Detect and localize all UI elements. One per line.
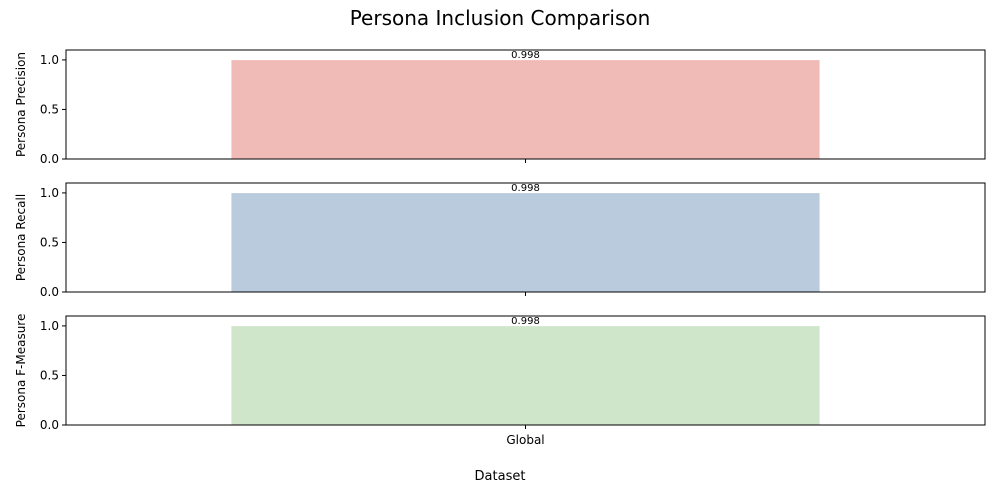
subplot-precision: 0.998 0.0 0.5 1.0 Persona Precision — [14, 50, 985, 166]
bar-f-measure-global — [231, 326, 819, 425]
ytick-label-recall: 0.0 — [40, 285, 59, 299]
ytick-label-precision: 0.0 — [40, 152, 59, 166]
ytick-label-precision: 0.5 — [40, 102, 59, 116]
x-axis-label: Dataset — [0, 469, 1000, 484]
ytick-label-f-measure: 0.0 — [40, 418, 59, 432]
subplot-f-measure: 0.998 0.0 0.5 1.0 Global Persona F-Measure — [14, 314, 985, 447]
value-label-recall: 0.998 — [511, 183, 540, 194]
value-label-precision: 0.998 — [511, 50, 540, 61]
ytick-label-f-measure: 1.0 — [40, 319, 59, 333]
y-axis-label-f-measure: Persona F-Measure — [14, 314, 28, 428]
xtick-label-global: Global — [506, 433, 544, 447]
ytick-label-f-measure: 0.5 — [40, 368, 59, 382]
bar-precision-global — [231, 60, 819, 159]
ytick-label-recall: 1.0 — [40, 186, 59, 200]
y-axis-label-precision: Persona Precision — [14, 52, 28, 157]
bar-recall-global — [231, 193, 819, 292]
value-label-f-measure: 0.998 — [511, 316, 540, 327]
y-axis-label-recall: Persona Recall — [14, 194, 28, 281]
ytick-label-precision: 1.0 — [40, 53, 59, 67]
ytick-label-recall: 0.5 — [40, 235, 59, 249]
subplot-recall: 0.998 0.0 0.5 1.0 Persona Recall — [14, 183, 985, 299]
